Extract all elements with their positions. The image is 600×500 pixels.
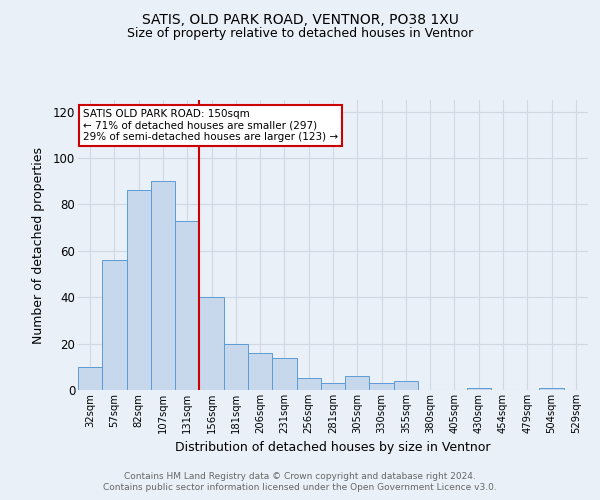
Text: Contains public sector information licensed under the Open Government Licence v3: Contains public sector information licen…: [103, 484, 497, 492]
Bar: [224, 344, 248, 390]
Bar: [151, 181, 175, 390]
Bar: [345, 376, 370, 390]
Bar: [539, 388, 564, 390]
Bar: [321, 383, 345, 390]
Text: SATIS OLD PARK ROAD: 150sqm
← 71% of detached houses are smaller (297)
29% of se: SATIS OLD PARK ROAD: 150sqm ← 71% of det…: [83, 108, 338, 142]
Text: Size of property relative to detached houses in Ventnor: Size of property relative to detached ho…: [127, 28, 473, 40]
Bar: [370, 383, 394, 390]
Bar: [394, 380, 418, 390]
Bar: [296, 378, 321, 390]
Bar: [272, 358, 296, 390]
Bar: [248, 353, 272, 390]
Bar: [175, 220, 199, 390]
Bar: [127, 190, 151, 390]
Y-axis label: Number of detached properties: Number of detached properties: [32, 146, 44, 344]
Text: Contains HM Land Registry data © Crown copyright and database right 2024.: Contains HM Land Registry data © Crown c…: [124, 472, 476, 481]
Bar: [467, 388, 491, 390]
Bar: [199, 297, 224, 390]
Bar: [102, 260, 127, 390]
X-axis label: Distribution of detached houses by size in Ventnor: Distribution of detached houses by size …: [175, 442, 491, 454]
Bar: [78, 367, 102, 390]
Text: SATIS, OLD PARK ROAD, VENTNOR, PO38 1XU: SATIS, OLD PARK ROAD, VENTNOR, PO38 1XU: [142, 12, 458, 26]
